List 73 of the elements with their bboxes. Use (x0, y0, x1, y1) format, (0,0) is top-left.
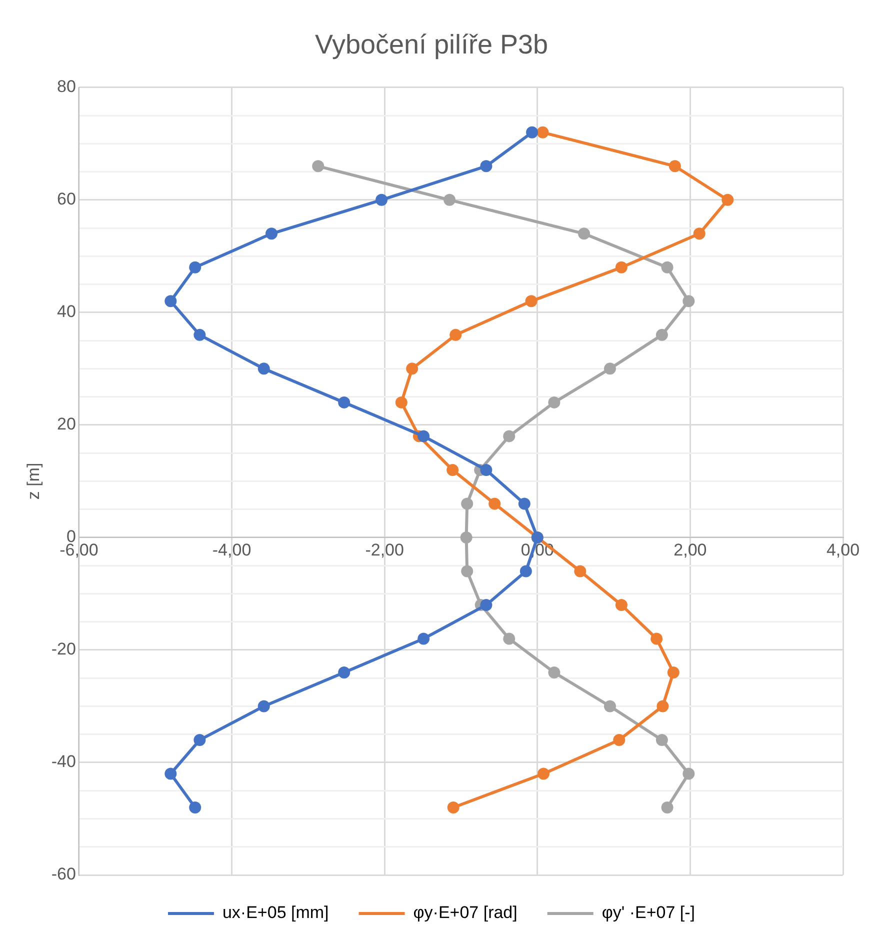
point (613, 734, 626, 746)
point (480, 160, 492, 172)
point (536, 126, 549, 138)
point (661, 801, 674, 814)
point (450, 328, 462, 341)
point (693, 228, 706, 240)
point (615, 598, 628, 611)
point (312, 160, 324, 172)
x-tick-label: -2,00 (365, 540, 404, 560)
point (461, 498, 474, 510)
legend-label: φy' ·E+07 [-] (602, 903, 696, 922)
point (406, 362, 418, 375)
point (338, 396, 350, 408)
y-tick-label: 80 (57, 77, 76, 96)
point (526, 126, 538, 138)
point (661, 261, 674, 274)
point (656, 734, 668, 746)
point (189, 801, 202, 814)
point (447, 801, 460, 814)
point (722, 194, 734, 206)
point (488, 498, 501, 510)
point (538, 768, 550, 780)
point (574, 565, 586, 578)
point (667, 666, 680, 678)
point (376, 194, 388, 206)
point (682, 295, 695, 308)
chart-title: Vybočení pilíře P3b (314, 30, 548, 60)
point (480, 464, 492, 476)
point (668, 160, 681, 172)
point (418, 430, 430, 442)
y-tick-label: 20 (57, 414, 76, 434)
point (656, 700, 669, 712)
point (194, 734, 206, 746)
point (604, 700, 616, 712)
point (338, 666, 350, 678)
point (460, 531, 472, 544)
y-tick-label: -60 (51, 864, 76, 884)
y-tick-label: -40 (51, 752, 76, 772)
point (461, 565, 474, 578)
point (520, 565, 532, 578)
point (604, 362, 616, 375)
point (395, 396, 408, 408)
point (258, 362, 270, 375)
point (444, 194, 456, 206)
legend-label: ux·E+05 [mm] (222, 903, 329, 922)
y-axis-title: z [m] (24, 462, 43, 500)
point (682, 768, 695, 780)
y-tick-label: -20 (51, 640, 76, 659)
point (418, 632, 430, 645)
point (258, 700, 270, 712)
point (518, 498, 530, 510)
point (548, 666, 560, 678)
point (548, 396, 560, 408)
point (656, 328, 668, 341)
point (189, 261, 202, 274)
point (164, 768, 177, 780)
point (525, 295, 538, 308)
y-tick-label: 40 (57, 302, 76, 322)
point (194, 328, 206, 341)
point (266, 228, 278, 240)
point (446, 464, 459, 476)
point (578, 228, 590, 240)
point (503, 430, 516, 442)
x-tick-label: -4,00 (212, 540, 252, 560)
y-tick-label: 60 (57, 190, 76, 209)
point (164, 295, 177, 308)
point (503, 632, 516, 645)
x-tick-label: 4,00 (826, 540, 860, 560)
point (615, 261, 628, 274)
point (480, 598, 492, 611)
point (650, 632, 663, 645)
x-tick-label: 2,00 (674, 540, 707, 560)
legend-label: φy·E+07 [rad] (413, 903, 518, 922)
